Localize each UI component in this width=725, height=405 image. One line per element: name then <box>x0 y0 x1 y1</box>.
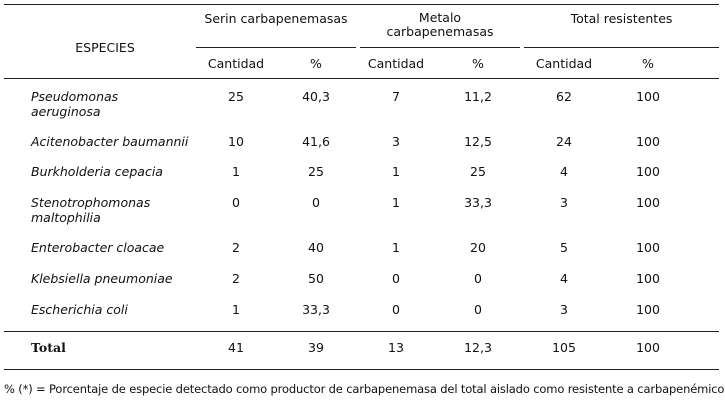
species-name-line: Klebsiella pneumoniae <box>31 271 173 286</box>
value-cell: 10 <box>228 134 244 149</box>
group-header-rule-2 <box>360 47 520 48</box>
value-cell: 100 <box>636 134 660 149</box>
value-cell: 0 <box>392 302 400 317</box>
species-name: Escherichia coli <box>31 302 128 317</box>
value-cell: 5 <box>560 240 568 255</box>
value-cell: 4 <box>560 164 568 179</box>
header-bottom-rule <box>4 78 719 79</box>
species-name-line: Enterobacter cloacae <box>31 240 165 255</box>
value-cell: 0 <box>474 302 482 317</box>
subheader-pct-serin: % <box>310 56 322 71</box>
total-value: 41 <box>228 340 244 355</box>
value-cell: 41,6 <box>302 134 330 149</box>
value-cell: 11,2 <box>464 89 492 104</box>
table-footnote: % (*) = Porcentaje de especie detectado … <box>4 382 725 396</box>
value-cell: 40 <box>308 240 324 255</box>
value-cell: 100 <box>636 271 660 286</box>
total-value: 12,3 <box>464 340 492 355</box>
value-cell: 25 <box>470 164 486 179</box>
species-name: Enterobacter cloacae <box>31 240 164 255</box>
value-cell: 1 <box>392 240 400 255</box>
value-cell: 62 <box>556 89 572 104</box>
species-column-header: ESPECIES <box>75 40 135 55</box>
subheader-pct-metalo: % <box>472 56 484 71</box>
value-cell: 0 <box>232 195 240 210</box>
value-cell: 100 <box>636 89 660 104</box>
total-value: 105 <box>552 340 576 355</box>
species-name: Stenotrophomonas maltophilia <box>31 195 150 225</box>
species-name-line: Stenotrophomonas <box>31 195 151 210</box>
value-cell: 1 <box>392 195 400 210</box>
value-cell: 24 <box>556 134 572 149</box>
value-cell: 2 <box>232 271 240 286</box>
value-cell: 50 <box>308 271 324 286</box>
species-name-line: maltophilia <box>31 210 101 225</box>
species-name-line: Pseudomonas <box>31 89 119 104</box>
value-cell: 33,3 <box>302 302 330 317</box>
value-cell: 100 <box>636 240 660 255</box>
table-top-rule <box>4 4 719 5</box>
value-cell: 1 <box>392 164 400 179</box>
total-value: 13 <box>388 340 404 355</box>
value-cell: 100 <box>636 302 660 317</box>
group-header-total: Total resistentes <box>570 11 673 26</box>
group-header-metalo: Metalo carbapenemasas <box>360 11 520 39</box>
value-cell: 20 <box>470 240 486 255</box>
total-value: 100 <box>636 340 660 355</box>
value-cell: 100 <box>636 195 660 210</box>
value-cell: 4 <box>560 271 568 286</box>
species-name: Klebsiella pneumoniae <box>31 271 173 286</box>
species-name: Pseudomonas aeruginosa <box>31 89 118 119</box>
group-header-rule-3 <box>524 47 719 48</box>
species-name-line: aeruginosa <box>31 104 101 119</box>
total-label: Total <box>31 340 66 355</box>
value-cell: 25 <box>228 89 244 104</box>
value-cell: 40,3 <box>302 89 330 104</box>
value-cell: 3 <box>560 195 568 210</box>
value-cell: 3 <box>560 302 568 317</box>
total-value: 39 <box>308 340 324 355</box>
species-name: Acitenobacter baumannii <box>31 134 188 149</box>
group-header-serin: Serin carbapenemasas <box>204 11 348 26</box>
group-header-rule-1 <box>196 47 356 48</box>
value-cell: 12,5 <box>464 134 492 149</box>
value-cell: 1 <box>232 164 240 179</box>
value-cell: 33,3 <box>464 195 492 210</box>
value-cell: 0 <box>474 271 482 286</box>
value-cell: 100 <box>636 164 660 179</box>
species-name-line: Burkholderia cepacia <box>31 164 163 179</box>
value-cell: 3 <box>392 134 400 149</box>
value-cell: 1 <box>232 302 240 317</box>
value-cell: 2 <box>232 240 240 255</box>
value-cell: 25 <box>308 164 324 179</box>
subheader-pct-total: % <box>642 56 654 71</box>
table-bottom-rule <box>4 369 719 370</box>
value-cell: 0 <box>312 195 320 210</box>
species-name-line: Escherichia coli <box>31 302 128 317</box>
species-name-line: Acitenobacter baumannii <box>31 134 189 149</box>
subheader-cantidad-serin: Cantidad <box>207 56 265 71</box>
species-name: Burkholderia cepacia <box>31 164 163 179</box>
total-top-rule <box>4 331 719 332</box>
value-cell: 7 <box>392 89 400 104</box>
group-header-metalo-text: Metalo carbapenemasas <box>386 10 494 39</box>
subheader-cantidad-metalo: Cantidad <box>367 56 425 71</box>
value-cell: 0 <box>392 271 400 286</box>
subheader-cantidad-total: Cantidad <box>535 56 593 71</box>
